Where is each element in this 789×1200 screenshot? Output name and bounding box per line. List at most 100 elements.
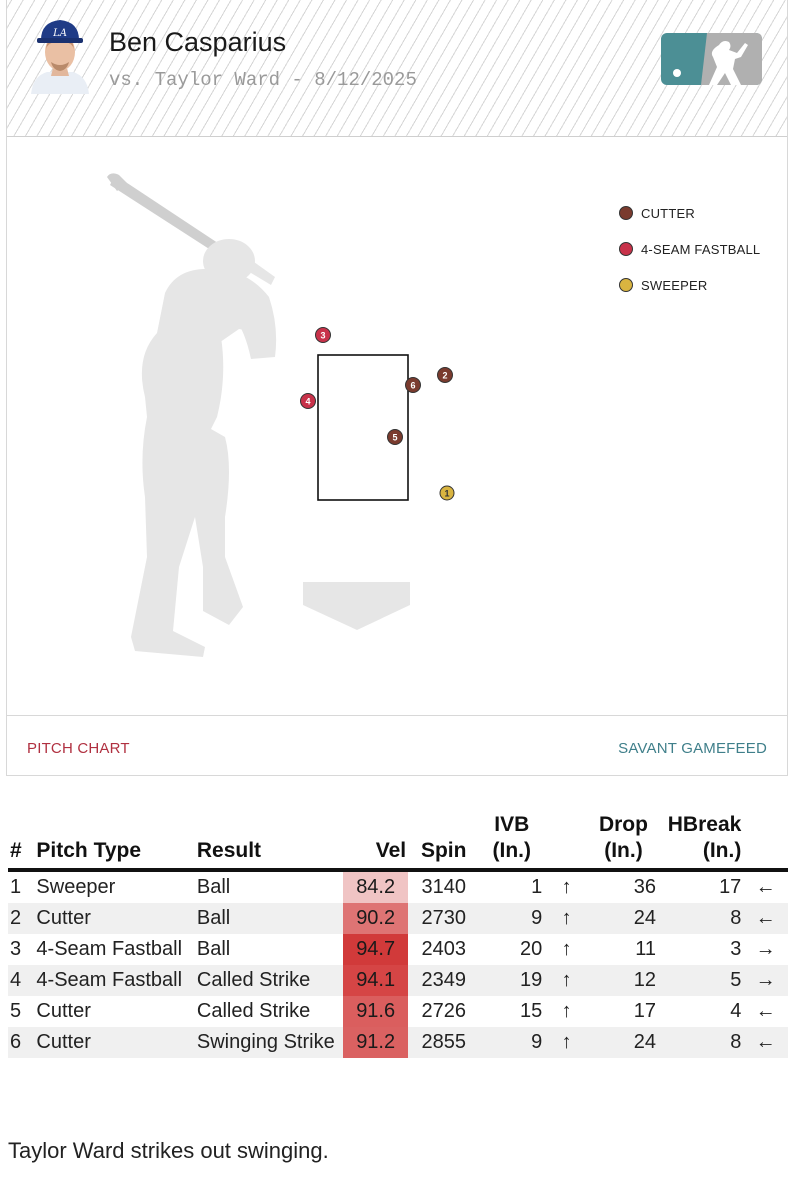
pitch-marker-6: 6 [405,377,421,393]
col-header-drop-line2: (In.) [604,839,643,862]
matchup-line: vs. Taylor Ward - 8/12/2025 [109,69,417,91]
col-header-hbreak: HBreak (In.) [658,812,744,872]
cell-vel: 84.2 [343,870,409,903]
chart-footer: PITCH CHART SAVANT GAMEFEED [7,715,787,776]
cell-spin: 2403 [421,938,466,960]
cell-hbreak: 4 [730,1000,742,1022]
cell-vel: 91.2 [343,1027,409,1058]
cell-pitch-type: Cutter [34,903,195,934]
cell-result: Called Strike [194,965,344,996]
pitch-chart-card: LA Ben Casparius vs. Taylor Ward - 8/12/… [6,0,788,776]
table-row: 4 4-Seam Fastball Called Strike 94.1 234… [8,965,788,996]
legend-item-4-seam-fastball: 4-SEAM FASTBALL [619,231,760,267]
left-arrow-icon: ← [743,1027,788,1058]
pitch-chart-link[interactable]: PITCH CHART [27,740,130,757]
cell-hbreak: 5 [658,965,744,996]
up-arrow-icon: ↑ [544,1027,589,1058]
cell-num: 3 [10,938,22,960]
cell-pitch-type: Cutter [36,1000,91,1022]
cell-drop: 17 [633,1000,656,1022]
pitch-marker-4: 4 [300,393,316,409]
pitch-table: # Pitch Type Result Vel Spin IVB (In.) Dr… [8,812,788,1058]
mlb-logo-icon [661,33,762,85]
col-header-num: # [8,812,35,872]
up-arrow-icon: ↑ [561,1000,572,1022]
table-row: 6 Cutter Swinging Strike 91.2 2855 9 ↑ 2… [8,1027,788,1058]
at-bat-summary: Taylor Ward strikes out swinging. [8,1138,329,1163]
legend-dot-4-seam-fastball [619,242,633,256]
legend-dot-sweeper [619,278,633,292]
right-arrow-icon: → [743,965,788,996]
left-arrow-icon: ← [755,1000,776,1022]
cell-result: Called Strike [196,1000,311,1022]
legend-item-cutter: CUTTER [619,195,760,231]
col-header-pitch-type: Pitch Type [34,812,195,872]
legend-label: SWEEPER [641,277,708,293]
col-header-spin: Spin [408,812,480,872]
col-header-hbreak-line1: HBreak [667,813,742,836]
cell-result: Swinging Strike [194,1027,344,1058]
cell-spin: 2726 [421,1000,466,1022]
cell-num: 5 [10,1000,22,1022]
cell-num: 1 [10,876,22,898]
col-header-ivb-line2: (In.) [492,839,531,862]
cell-spin: 2855 [408,1027,480,1058]
legend-label: 4-SEAM FASTBALL [641,241,761,257]
cell-drop: 11 [635,938,656,960]
pitch-marker-label-6: 6 [410,381,415,391]
table-row: 2 Cutter Ball 90.2 2730 9 ↑ 24 8 ← [8,903,788,934]
batter-silhouette [107,173,277,657]
col-header-ivb-arrow [544,812,589,872]
cell-vel: 94.1 [343,965,409,996]
col-header-drop: Drop (In.) [588,812,658,872]
cell-result: Ball [196,938,231,960]
strike-zone [317,354,409,501]
cell-num: 6 [8,1027,35,1058]
col-header-hbreak-arrow [743,812,788,872]
col-header-drop-line1: Drop [598,813,648,836]
legend-dot-cutter [619,206,633,220]
cell-ivb: 1 [531,876,543,898]
pitch-chart-plot: 1 2 3 4 5 6 [107,173,455,657]
cell-spin: 2730 [408,903,480,934]
home-plate [303,582,410,630]
cell-pitch-type: Cutter [34,1027,195,1058]
legend-label: CUTTER [641,205,695,221]
pitch-marker-label-4: 4 [305,397,310,407]
col-header-ivb-line1: IVB [494,813,530,836]
pitcher-avatar: LA [31,20,89,94]
up-arrow-icon: ↑ [561,938,572,960]
cell-num: 4 [8,965,35,996]
cell-num: 2 [8,903,35,934]
col-header-ivb: IVB (In.) [479,812,545,872]
col-header-hbreak-line2: (In.) [702,839,742,862]
pitch-marker-1: 1 [439,485,455,501]
svg-text:LA: LA [52,28,67,39]
pitch-marker-5: 5 [387,429,403,445]
table-row: 1 Sweeper Ball 84.2 3140 1 ↑ 36 17 ← [8,870,788,903]
left-arrow-icon: ← [755,876,776,898]
savant-gamefeed-link[interactable]: SAVANT GAMEFEED [618,740,767,757]
cell-ivb: 15 [520,1000,543,1022]
up-arrow-icon: ↑ [544,903,589,934]
left-arrow-icon: ← [743,903,788,934]
up-arrow-icon: ↑ [544,965,589,996]
pitch-marker-label-1: 1 [444,489,449,499]
legend-item-sweeper: SWEEPER [619,267,760,303]
cell-vel: 90.2 [343,903,409,934]
cell-hbreak: 17 [719,876,742,898]
cell-drop: 36 [633,876,656,898]
cell-vel: 94.7 [343,934,409,965]
chart-legend: CUTTER 4-SEAM FASTBALL SWEEPER [619,195,760,303]
cell-pitch-type: Sweeper [36,876,116,898]
pitch-marker-label-2: 2 [442,371,447,381]
col-header-vel: Vel [343,812,409,872]
cell-spin: 3140 [421,876,466,898]
table-row: 3 4-Seam Fastball Ball 94.7 2403 20 ↑ 11… [8,934,788,965]
cell-pitch-type: 4-Seam Fastball [34,965,195,996]
cell-ivb: 19 [479,965,545,996]
cell-pitch-type: 4-Seam Fastball [36,938,183,960]
cell-ivb: 20 [520,938,543,960]
up-arrow-icon: ↑ [561,876,572,898]
cell-drop: 24 [588,1027,658,1058]
